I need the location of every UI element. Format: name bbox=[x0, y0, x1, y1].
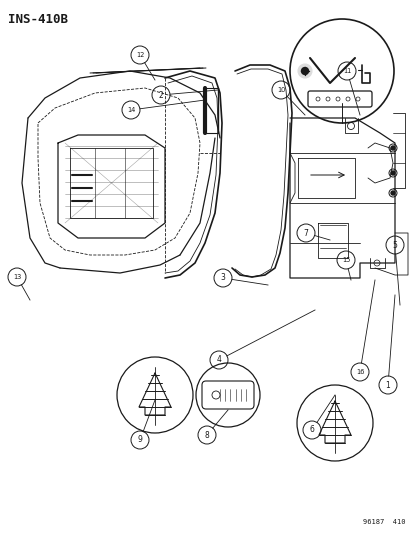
Text: 4: 4 bbox=[216, 356, 221, 365]
Text: 5: 5 bbox=[392, 240, 396, 249]
Circle shape bbox=[301, 68, 308, 75]
Text: 12: 12 bbox=[135, 52, 144, 58]
Circle shape bbox=[297, 64, 311, 78]
Circle shape bbox=[390, 171, 394, 175]
Text: 96187  410: 96187 410 bbox=[363, 519, 405, 525]
Text: 6: 6 bbox=[309, 425, 314, 434]
Text: 2: 2 bbox=[158, 91, 163, 100]
Text: 1: 1 bbox=[385, 381, 389, 390]
Text: INS-410B: INS-410B bbox=[8, 13, 68, 26]
Text: 14: 14 bbox=[126, 107, 135, 113]
Circle shape bbox=[390, 191, 394, 195]
Text: 11: 11 bbox=[342, 68, 350, 74]
Text: 3: 3 bbox=[220, 273, 225, 282]
Text: 10: 10 bbox=[276, 87, 285, 93]
Text: 9: 9 bbox=[137, 435, 142, 445]
Text: 15: 15 bbox=[341, 257, 349, 263]
Text: 7: 7 bbox=[303, 229, 308, 238]
Text: 13: 13 bbox=[13, 274, 21, 280]
Text: 16: 16 bbox=[355, 369, 363, 375]
Text: 8: 8 bbox=[204, 431, 209, 440]
Circle shape bbox=[390, 146, 394, 150]
